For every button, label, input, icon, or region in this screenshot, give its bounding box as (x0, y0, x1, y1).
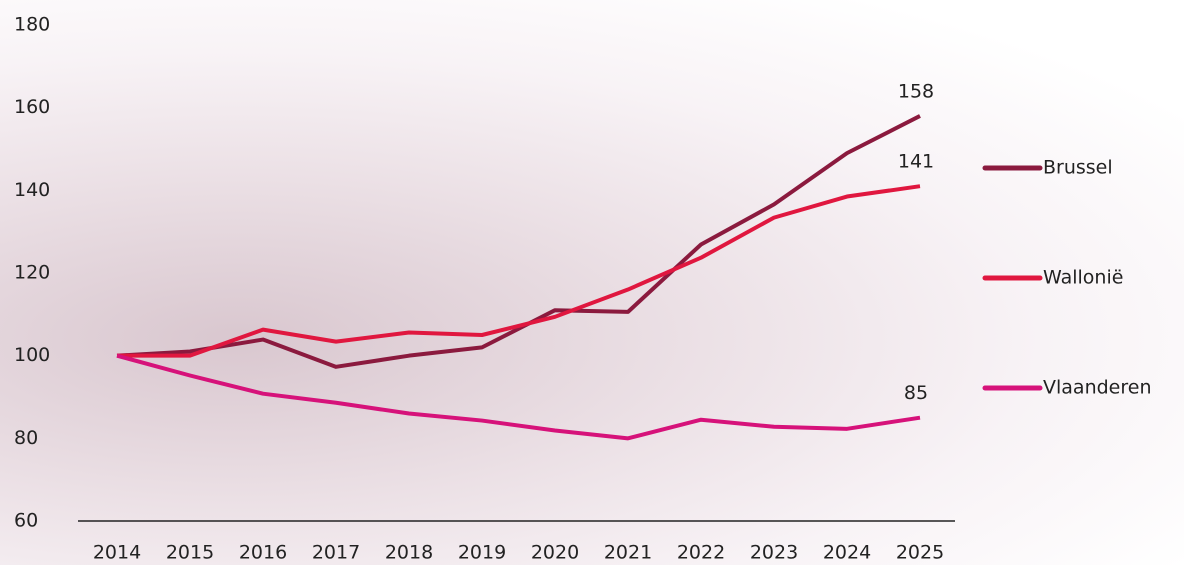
x-tick-label: 2019 (458, 542, 506, 564)
x-tick-label: 2021 (604, 542, 652, 564)
data-label: 85 (904, 382, 928, 404)
y-tick-label: 60 (14, 510, 38, 532)
x-tick-label: 2020 (531, 542, 579, 564)
y-tick-label: 140 (14, 179, 50, 201)
y-tick-label: 100 (14, 344, 50, 366)
legend-label: Wallonië (1043, 267, 1123, 289)
x-tick-label: 2018 (385, 542, 433, 564)
x-tick-label: 2024 (823, 542, 871, 564)
series-line (116, 114, 921, 369)
legend-label: Vlaanderen (1043, 377, 1151, 399)
x-tick-label: 2023 (750, 542, 798, 564)
x-tick-label: 2016 (239, 542, 287, 564)
data-label: 141 (898, 151, 934, 173)
series-line (117, 184, 921, 358)
x-tick-label: 2025 (896, 542, 944, 564)
x-tick-label: 2017 (312, 542, 360, 564)
y-tick-label: 120 (14, 262, 50, 284)
x-tick-label: 2022 (677, 542, 725, 564)
legend-label: Brussel (1043, 157, 1113, 179)
x-tick-label: 2015 (166, 542, 214, 564)
y-tick-label: 80 (14, 427, 38, 449)
y-tick-label: 160 (14, 96, 50, 118)
y-tick-label: 180 (14, 14, 50, 36)
data-label: 158 (898, 80, 934, 102)
x-tick-label: 2014 (93, 542, 141, 564)
series-line (116, 353, 921, 441)
